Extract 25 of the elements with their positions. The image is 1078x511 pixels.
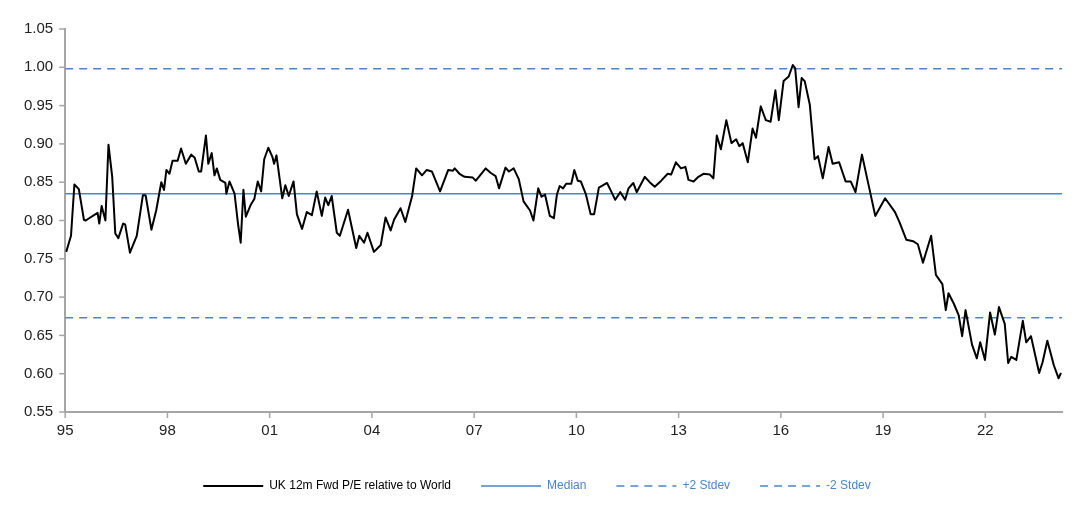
y-tick-label: 0.60 [23,363,54,381]
y-tick-label: 0.70 [23,287,54,305]
x-tick-label: 13 [670,421,687,439]
x-tick-label: 04 [363,421,381,439]
x-tick-label: 16 [772,421,790,439]
x-tick-label: 98 [159,421,176,439]
y-tick-label: 1.00 [23,57,54,75]
legend-label: Median [547,478,587,493]
x-tick-label: 07 [465,421,483,439]
y-tick-label: 0.85 [23,172,54,190]
y-tick-label: 0.80 [23,210,54,228]
y-tick-label: 0.90 [23,134,54,152]
y-tick-label: 1.05 [23,19,54,37]
y-tick-label: 0.55 [23,402,54,420]
x-tick-label: 10 [568,421,585,439]
y-tick-label: 0.65 [23,325,54,343]
y-tick-label: 0.95 [23,95,54,113]
legend-label: UK 12m Fwd P/E relative to World [269,478,452,493]
x-tick-label: 19 [874,421,892,439]
y-tick-label: 0.75 [23,248,54,266]
x-tick-label: 95 [56,421,74,439]
x-tick-label: 22 [976,421,994,439]
x-tick-label: 01 [261,421,279,439]
legend-label: +2 Stdev [682,478,731,493]
legend-label: -2 Stdev [826,478,871,493]
